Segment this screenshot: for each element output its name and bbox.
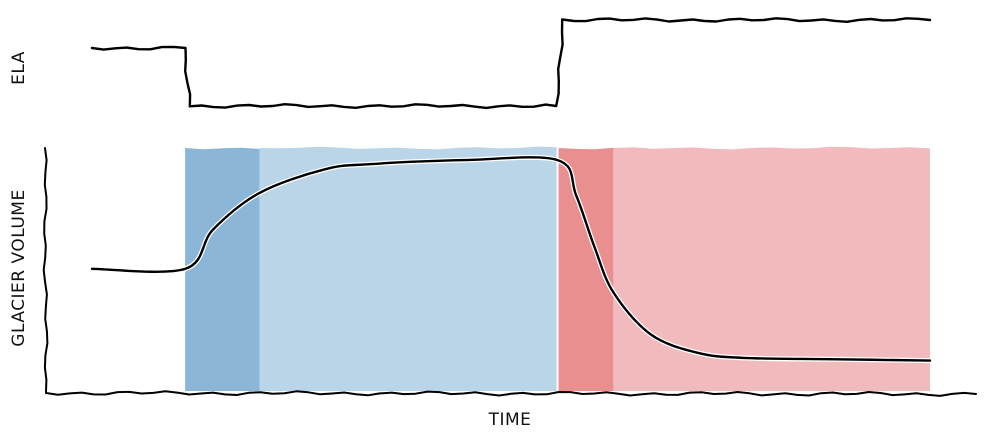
y-axis-line	[42, 147, 49, 393]
shaded-period-4	[613, 146, 930, 391]
time-axis-label: TIME	[488, 410, 532, 430]
shaded-periods	[185, 146, 930, 392]
bottom-panel: GLACIER VOLUME TIME	[9, 146, 977, 430]
ela-line	[90, 17, 932, 110]
glacier-volume-line	[90, 156, 932, 362]
top-panel: ELA	[9, 17, 932, 110]
ela-axis-label: ELA	[9, 51, 29, 85]
shaded-period-1	[185, 147, 260, 391]
shaded-period-3	[557, 147, 614, 391]
glacier-volume-axis-label: GLACIER VOLUME	[9, 189, 29, 346]
x-axis-line	[45, 390, 977, 397]
shaded-period-2	[259, 146, 558, 391]
